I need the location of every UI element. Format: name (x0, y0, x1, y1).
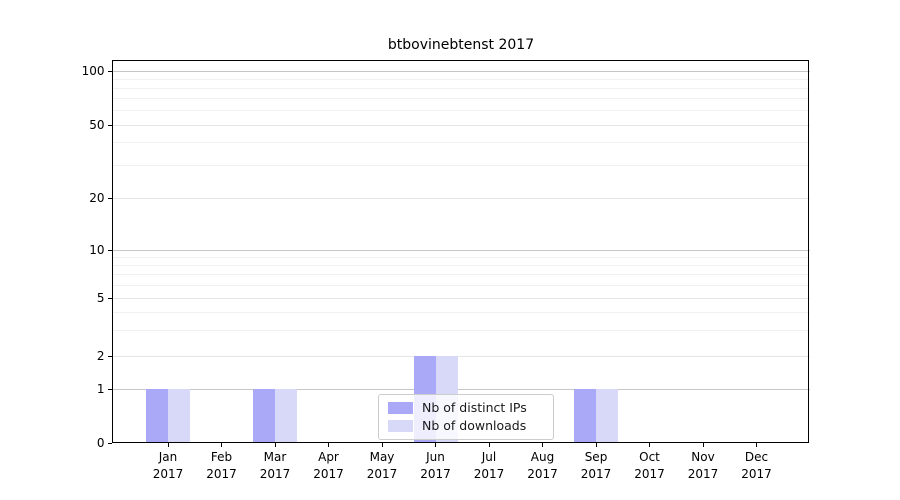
y-tick-mark (108, 124, 112, 126)
bar-jan-downloads (168, 389, 190, 443)
minor-gridline (112, 87, 810, 89)
minor-gridline (112, 264, 810, 266)
y-tick-mark (108, 388, 112, 390)
y-tick-label: 100 (81, 64, 105, 78)
x-tick-label: Feb 2017 (206, 450, 237, 481)
major-gridline (112, 249, 810, 251)
y-tick-label: 50 (89, 118, 105, 132)
x-tick-label: Sep 2017 (580, 450, 612, 481)
y-tick-label: 20 (89, 191, 105, 205)
bar-sep-downloads (596, 389, 618, 443)
minor-gridline (112, 142, 810, 144)
y-tick-label: 10 (89, 243, 105, 257)
y-tick-mark (108, 197, 112, 199)
x-tick-mark (328, 443, 329, 447)
x-tick-mark (167, 443, 169, 447)
y-tick-mark (108, 442, 112, 444)
y-tick-mark (108, 355, 112, 357)
x-tick-mark (649, 443, 650, 447)
x-tick-mark (595, 443, 597, 447)
x-tick-mark (702, 443, 704, 447)
minor-gridline (112, 329, 810, 331)
minor-gridline (112, 256, 810, 258)
x-tick-label: Apr 2017 (313, 450, 344, 481)
x-tick-label: Jun 2017 (420, 450, 451, 481)
y-tick-label: 5 (96, 291, 105, 305)
x-tick-mark (381, 443, 383, 447)
bar-sep-distinct-ips (574, 389, 596, 443)
x-tick-mark (435, 443, 436, 447)
legend-label-downloads: Nb of downloads (422, 418, 527, 433)
legend-swatch-distinct-ips-icon (388, 402, 413, 414)
major-gridline (112, 70, 810, 72)
minor-gridline (112, 98, 810, 100)
x-tick-label: Nov 2017 (687, 450, 719, 481)
x-tick-mark (542, 443, 543, 447)
minor-gridline (112, 311, 810, 313)
legend-label-distinct-ips: Nb of distinct IPs (422, 400, 527, 415)
x-tick-label: Jul 2017 (473, 450, 505, 481)
gridline (112, 355, 810, 357)
gridline (112, 124, 810, 126)
y-tick-mark (108, 297, 112, 299)
x-tick-label: Dec 2017 (741, 450, 772, 481)
legend-swatch-downloads-icon (388, 420, 413, 432)
y-tick-mark (108, 70, 112, 72)
bar-jan-distinct-ips (146, 389, 168, 443)
minor-gridline (112, 78, 810, 80)
gridline (112, 297, 810, 299)
gridline (112, 197, 810, 199)
x-tick-label: May 2017 (366, 450, 398, 481)
minor-gridline (112, 110, 810, 112)
y-tick-mark (108, 249, 112, 251)
legend-item-distinct-ips: Nb of distinct IPs (388, 400, 544, 416)
x-tick-label: Aug 2017 (527, 450, 558, 481)
y-tick-label: 1 (96, 382, 105, 396)
legend-item-downloads: Nb of downloads (388, 418, 544, 434)
major-gridline (112, 388, 810, 390)
minor-gridline (112, 165, 810, 167)
chart-title: btbovinebtenst 2017 (387, 37, 535, 53)
x-tick-mark (274, 443, 276, 447)
y-tick-label: 0 (96, 436, 105, 450)
minor-gridline (112, 274, 810, 276)
x-tick-label: Oct 2017 (634, 450, 665, 481)
minor-gridline (112, 284, 810, 286)
x-tick-mark (756, 443, 757, 447)
x-tick-label: Jan 2017 (152, 450, 184, 481)
x-tick-mark (488, 443, 490, 447)
legend: Nb of distinct IPs Nb of downloads (378, 394, 554, 440)
x-tick-mark (221, 443, 222, 447)
plot-area-border (112, 60, 809, 443)
bar-mar-downloads (275, 389, 297, 443)
y-tick-label: 2 (96, 349, 105, 363)
bar-mar-distinct-ips (253, 389, 275, 443)
x-tick-label: Mar 2017 (259, 450, 291, 481)
